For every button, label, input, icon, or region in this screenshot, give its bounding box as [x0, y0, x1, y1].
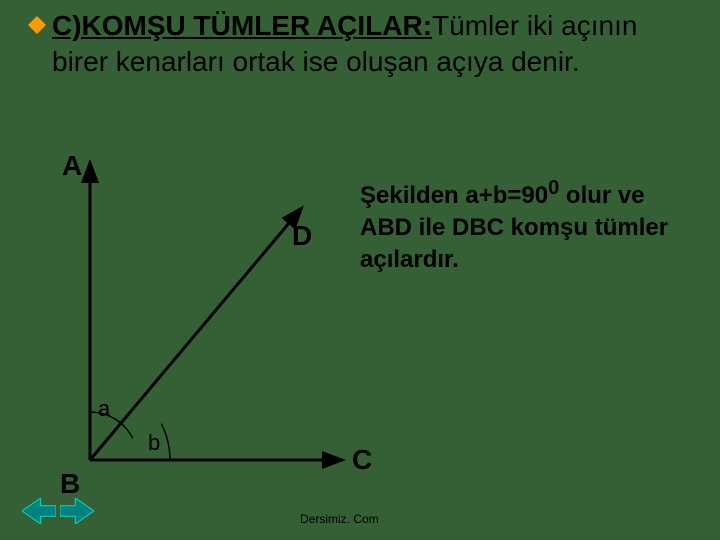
nav-next-button[interactable] [60, 498, 94, 524]
arc-b [161, 424, 170, 460]
label-a-upper: A [62, 150, 82, 182]
nav-arrows [22, 498, 94, 524]
explanation-pre: Şekilden a+b=90 [360, 182, 548, 209]
nav-prev-button[interactable] [22, 498, 56, 524]
ray-d [90, 210, 300, 460]
label-b-lower: b [148, 430, 160, 456]
label-c-upper: C [352, 444, 372, 476]
explanation-sup: 0 [548, 177, 559, 199]
footer-credit: Dersimiz. Com [300, 512, 379, 526]
label-d-upper: D [292, 220, 312, 252]
label-b-upper: B [60, 468, 80, 500]
explanation-text: Şekilden a+b=900 olur ve ABD ile DBC kom… [360, 172, 700, 276]
label-a-lower: a [98, 396, 110, 422]
